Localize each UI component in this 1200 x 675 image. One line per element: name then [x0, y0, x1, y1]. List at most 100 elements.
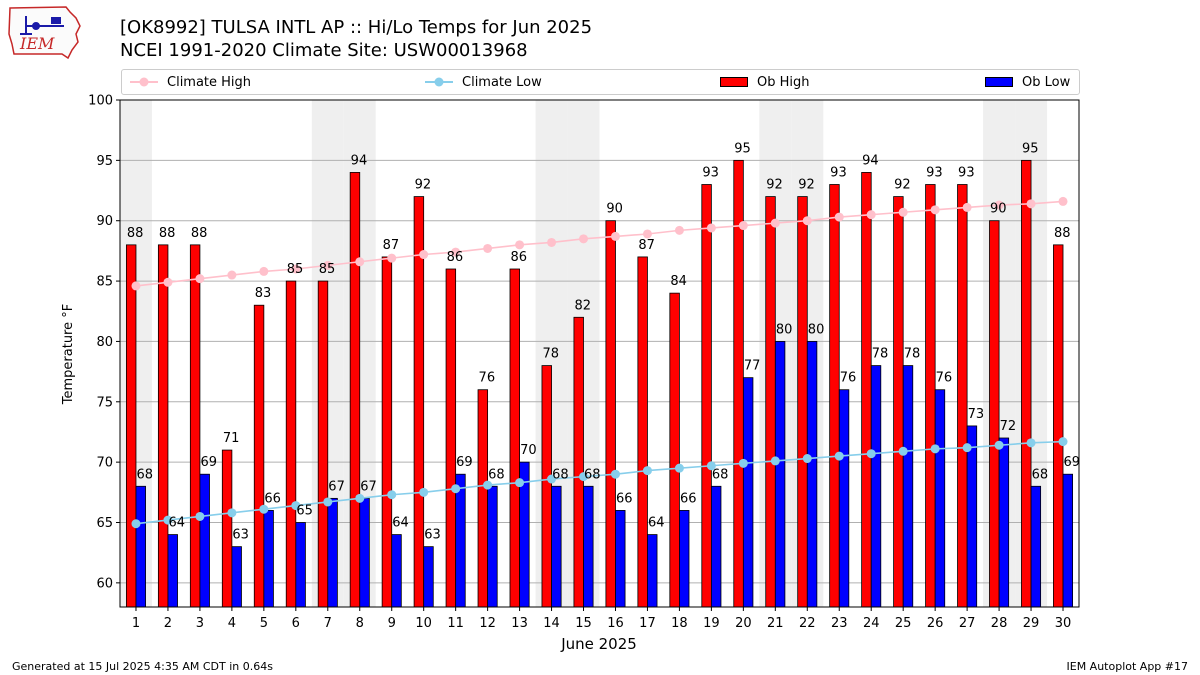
ob-low-value-label: 80 [776, 322, 793, 337]
ob-low-bar [423, 546, 434, 608]
ob-high-value-label: 88 [191, 226, 208, 241]
legend-swatch-climate-low [425, 77, 453, 87]
ob-low-value-label: 72 [1000, 419, 1017, 434]
climate-low-point [579, 472, 589, 482]
x-tick-label: 2 [164, 616, 172, 631]
ob-low-value-label: 69 [456, 455, 473, 470]
ob-low-bar [710, 485, 722, 608]
ob-high-bar [893, 196, 904, 608]
ob-low-bar [263, 510, 274, 608]
ob-low-value-label: 76 [840, 371, 857, 386]
ob-high-bar [1021, 159, 1032, 608]
climate-high-point [610, 231, 620, 241]
climate-low-point [451, 484, 461, 494]
legend-swatch-ob-high [720, 77, 748, 87]
x-tick-label: 15 [575, 616, 592, 631]
ob-high-bar [861, 172, 872, 608]
ob-high-bar [669, 292, 680, 608]
ob-high-value-label: 86 [511, 250, 528, 265]
climate-low-point [355, 493, 365, 503]
x-tick-label: 25 [895, 616, 912, 631]
ob-high-bar [381, 256, 393, 608]
ob-high-bar [797, 196, 808, 608]
ob-high-bar [221, 449, 233, 608]
climate-high-point [259, 266, 269, 276]
ob-low-bar [327, 497, 338, 608]
bar-value-labels: 88 88 88 71 83 85 85 94 87 92 86 76 86 78 82 90 87 84 93 95… [127, 141, 1080, 542]
x-tick-label: 23 [831, 616, 848, 631]
climate-low-point [834, 451, 844, 461]
climate-high-point [131, 281, 141, 291]
x-tick-label: 24 [863, 616, 880, 631]
ob-high-bar [637, 256, 648, 608]
ob-high-bar [829, 184, 840, 608]
climate-high-point [834, 212, 844, 222]
climate-low-point [419, 487, 429, 497]
climate-high-point [930, 205, 940, 215]
climate-low-point [738, 458, 748, 468]
climate-high-point [994, 200, 1004, 210]
ob-low-value-label: 80 [808, 322, 825, 337]
climate-high-point [706, 223, 716, 233]
ob-high-bar [125, 244, 137, 608]
ob-high-value-label: 90 [990, 202, 1007, 217]
chart-title-line-1: [OK8992] TULSA INTL AP :: Hi/Lo Temps fo… [120, 17, 593, 38]
ob-high-value-label: 88 [1054, 226, 1071, 241]
ob-low-value-label: 69 [1064, 455, 1081, 470]
legend-swatch-ob-low [985, 77, 1013, 87]
x-tick-label: 7 [324, 616, 332, 631]
ob-low-bar [1062, 473, 1074, 608]
climate-low-point [994, 440, 1004, 450]
ob-low-bar [838, 389, 850, 608]
ob-low-bar [774, 341, 786, 608]
climate-low-point [195, 511, 205, 521]
plot-frame [119, 99, 1080, 608]
climate-high-point [802, 216, 812, 226]
ob-high-bar [701, 184, 712, 608]
ob-low-value-label: 67 [328, 479, 345, 494]
climate-high-point [1026, 199, 1036, 209]
climate-high-point [866, 210, 876, 220]
ob-high-bar [925, 184, 936, 608]
logo-text: IEM [19, 34, 55, 53]
climate-low-point [866, 449, 876, 459]
y-tick-label: 75 [96, 395, 113, 410]
climate-low-point [227, 508, 237, 518]
ob-high-bar [541, 365, 552, 608]
ob-low-value-label: 68 [712, 467, 729, 482]
ob-low-value-label: 65 [296, 504, 313, 519]
ob-low-value-label: 68 [137, 467, 154, 482]
ob-low-bar [487, 485, 498, 608]
ob-low-bar [870, 365, 882, 608]
x-tick-label: 20 [735, 616, 752, 631]
ob-low-value-label: 68 [584, 467, 601, 482]
ob-low-bar [135, 485, 146, 608]
x-tick-label: 21 [767, 616, 784, 631]
climate-high-point [738, 221, 748, 231]
legend-entry-climate-low: Climate Low [425, 70, 542, 94]
climate-low-point [770, 456, 780, 466]
ob-high-value-label: 87 [383, 238, 400, 253]
ob-low-value-label: 77 [744, 359, 761, 374]
ob-high-bar [317, 280, 329, 608]
x-tick-label: 16 [607, 616, 624, 631]
ob-high-value-label: 76 [479, 371, 496, 386]
climate-high-point [227, 270, 237, 280]
climate-low-point [642, 466, 652, 476]
climate-high-point [1058, 196, 1068, 206]
ob-high-bar [765, 196, 776, 608]
x-tick-label: 12 [479, 616, 496, 631]
ob-low-value-label: 64 [648, 516, 665, 531]
ob-low-bar [679, 510, 690, 608]
y-tick-label: 65 [96, 516, 113, 531]
ob-low-value-label: 78 [904, 347, 921, 362]
chart-title-line-2: NCEI 1991-2020 Climate Site: USW00013968 [120, 40, 528, 61]
ob-high-value-label: 95 [1022, 141, 1039, 156]
ob-high-bar [605, 220, 616, 608]
x-tick-label: 13 [511, 616, 528, 631]
ob-high-value-label: 83 [255, 286, 272, 301]
x-tick-label: 22 [799, 616, 816, 631]
x-tick-label: 3 [196, 616, 204, 631]
climate-high-point [355, 257, 365, 267]
ob-low-bar [167, 534, 178, 608]
